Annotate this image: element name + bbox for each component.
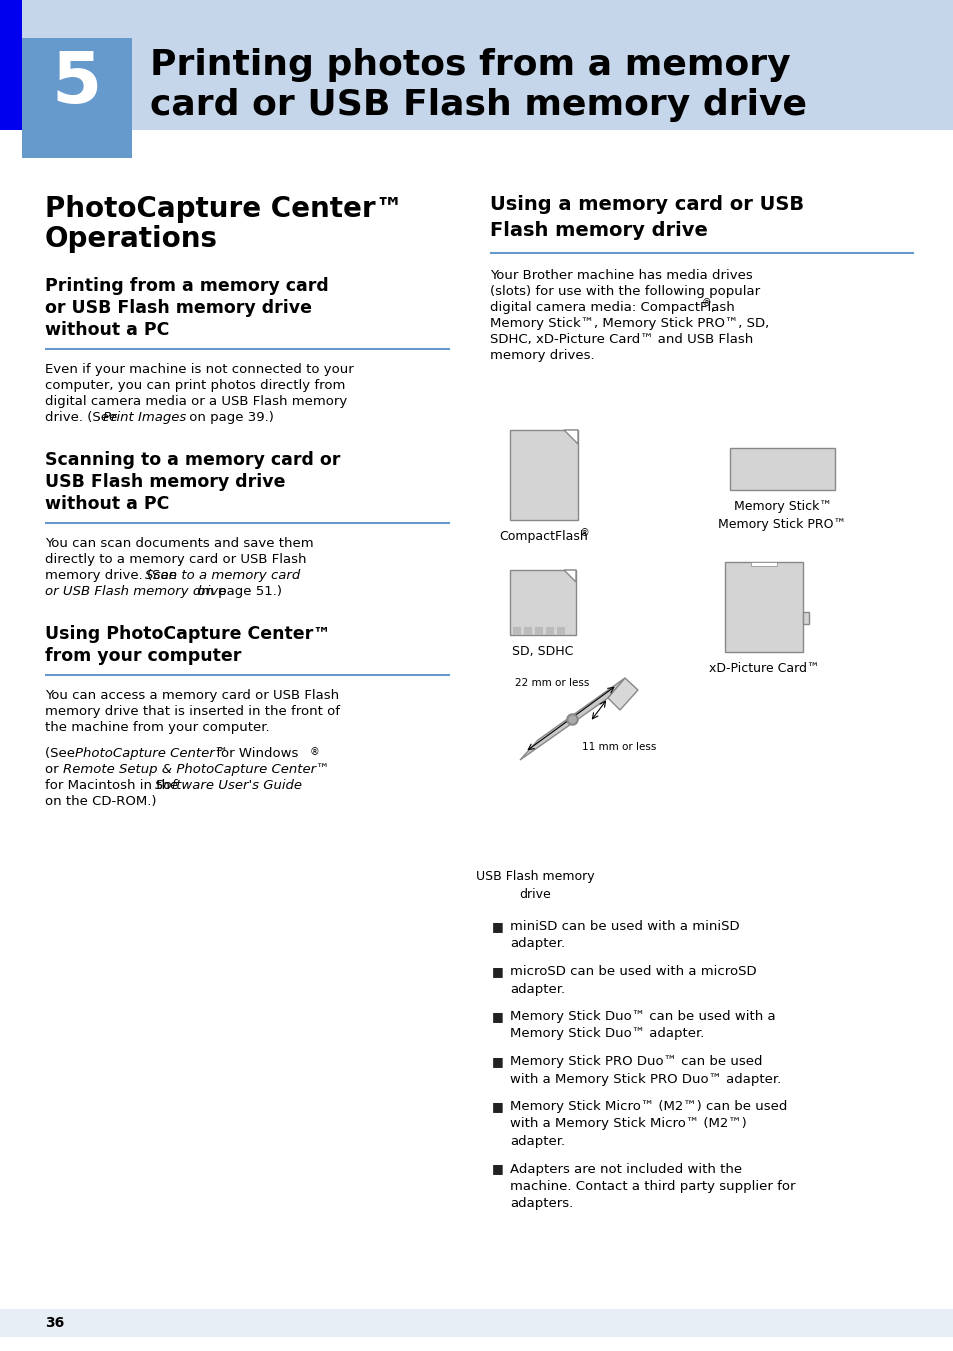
Text: without a PC: without a PC <box>45 322 170 339</box>
Text: ■: ■ <box>492 1162 503 1175</box>
Text: ■: ■ <box>492 1011 503 1023</box>
Text: Your Brother machine has media drives: Your Brother machine has media drives <box>490 269 752 282</box>
Bar <box>724 562 802 653</box>
Text: Memory Stick PRO Duo™ can be used: Memory Stick PRO Duo™ can be used <box>510 1055 761 1069</box>
Bar <box>0 1309 953 1337</box>
Bar <box>22 130 132 158</box>
Text: Operations: Operations <box>45 226 218 253</box>
Bar <box>0 0 953 130</box>
Text: PhotoCapture Center™: PhotoCapture Center™ <box>75 747 228 761</box>
Text: ■: ■ <box>492 965 503 978</box>
Text: 11 mm or less: 11 mm or less <box>581 742 656 753</box>
Polygon shape <box>607 678 638 711</box>
Text: adapter.: adapter. <box>510 938 564 951</box>
Text: drive: drive <box>518 888 550 901</box>
Text: or: or <box>45 763 63 775</box>
Text: ®: ® <box>310 747 319 757</box>
Text: memory drive that is inserted in the front of: memory drive that is inserted in the fro… <box>45 705 339 717</box>
Bar <box>22 38 132 130</box>
Text: adapter.: adapter. <box>510 982 564 996</box>
Text: PhotoCapture Center™: PhotoCapture Center™ <box>45 195 403 223</box>
Text: ,: , <box>709 301 714 313</box>
Bar <box>545 627 554 635</box>
Text: adapter.: adapter. <box>510 1135 564 1148</box>
Bar <box>510 430 578 520</box>
Text: SD, SDHC: SD, SDHC <box>512 644 573 658</box>
Polygon shape <box>563 430 578 444</box>
Bar <box>513 627 520 635</box>
Text: ■: ■ <box>492 1100 503 1113</box>
Text: ®: ® <box>701 299 711 308</box>
Text: Scanning to a memory card or: Scanning to a memory card or <box>45 451 340 469</box>
Text: directly to a memory card or USB Flash: directly to a memory card or USB Flash <box>45 553 306 566</box>
Text: machine. Contact a third party supplier for: machine. Contact a third party supplier … <box>510 1179 795 1193</box>
Text: adapters.: adapters. <box>510 1197 573 1210</box>
Text: ®: ® <box>579 528 589 538</box>
Text: Using PhotoCapture Center™: Using PhotoCapture Center™ <box>45 626 331 643</box>
Text: for Macintosh in the: for Macintosh in the <box>45 780 182 792</box>
Text: digital camera media: CompactFlash: digital camera media: CompactFlash <box>490 301 734 313</box>
Text: Scan to a memory card: Scan to a memory card <box>145 569 300 582</box>
Bar <box>523 627 532 635</box>
Bar <box>510 570 576 635</box>
Text: USB Flash memory: USB Flash memory <box>476 870 594 884</box>
Text: SDHC, xD-Picture Card™ and USB Flash: SDHC, xD-Picture Card™ and USB Flash <box>490 332 753 346</box>
Text: ■: ■ <box>492 1055 503 1069</box>
Text: Adapters are not included with the: Adapters are not included with the <box>510 1162 741 1175</box>
Text: miniSD can be used with a miniSD: miniSD can be used with a miniSD <box>510 920 739 934</box>
Text: Flash memory drive: Flash memory drive <box>490 222 707 240</box>
Text: Memory Stick Duo™ can be used with a: Memory Stick Duo™ can be used with a <box>510 1011 775 1023</box>
Text: on page 39.): on page 39.) <box>185 411 274 424</box>
Text: Memory Stick Micro™ (M2™) can be used: Memory Stick Micro™ (M2™) can be used <box>510 1100 786 1113</box>
Text: with a Memory Stick PRO Duo™ adapter.: with a Memory Stick PRO Duo™ adapter. <box>510 1073 781 1085</box>
Text: 22 mm or less: 22 mm or less <box>515 678 589 688</box>
Text: memory drive. (See: memory drive. (See <box>45 569 181 582</box>
Text: xD-Picture Card™: xD-Picture Card™ <box>708 662 819 676</box>
Text: Using a memory card or USB: Using a memory card or USB <box>490 195 803 213</box>
Bar <box>750 562 776 566</box>
Polygon shape <box>519 678 624 761</box>
Text: with a Memory Stick Micro™ (M2™): with a Memory Stick Micro™ (M2™) <box>510 1117 746 1131</box>
Text: on the CD-ROM.): on the CD-ROM.) <box>45 794 156 808</box>
Text: Printing from a memory card: Printing from a memory card <box>45 277 329 295</box>
Text: Remote Setup & PhotoCapture Center™: Remote Setup & PhotoCapture Center™ <box>63 763 329 775</box>
Text: or USB Flash memory drive: or USB Flash memory drive <box>45 299 312 317</box>
Text: on page 51.): on page 51.) <box>193 585 282 598</box>
Bar <box>802 612 808 624</box>
Text: without a PC: without a PC <box>45 494 170 513</box>
Bar <box>0 0 22 130</box>
Bar <box>535 627 542 635</box>
Text: memory drives.: memory drives. <box>490 349 594 362</box>
Text: CompactFlash: CompactFlash <box>499 530 588 543</box>
Text: microSD can be used with a microSD: microSD can be used with a microSD <box>510 965 756 978</box>
Text: computer, you can print photos directly from: computer, you can print photos directly … <box>45 380 345 392</box>
Text: the machine from your computer.: the machine from your computer. <box>45 721 270 734</box>
Text: or USB Flash memory drive: or USB Flash memory drive <box>45 585 226 598</box>
Bar <box>557 627 564 635</box>
Text: 36: 36 <box>45 1316 64 1329</box>
Text: (slots) for use with the following popular: (slots) for use with the following popul… <box>490 285 760 299</box>
Bar <box>729 449 834 490</box>
Text: You can scan documents and save them: You can scan documents and save them <box>45 536 314 550</box>
Text: ■: ■ <box>492 920 503 934</box>
Text: digital camera media or a USB Flash memory: digital camera media or a USB Flash memo… <box>45 394 347 408</box>
Text: Even if your machine is not connected to your: Even if your machine is not connected to… <box>45 363 354 376</box>
Text: Memory Stick Duo™ adapter.: Memory Stick Duo™ adapter. <box>510 1028 703 1040</box>
Text: card or USB Flash memory drive: card or USB Flash memory drive <box>150 88 806 122</box>
Text: drive. (See: drive. (See <box>45 411 121 424</box>
Text: (See: (See <box>45 747 79 761</box>
Text: from your computer: from your computer <box>45 647 241 665</box>
Text: Memory Stick PRO™: Memory Stick PRO™ <box>718 517 845 531</box>
Text: Printing photos from a memory: Printing photos from a memory <box>150 49 790 82</box>
Text: Memory Stick™: Memory Stick™ <box>733 500 831 513</box>
Text: 5: 5 <box>51 50 102 119</box>
Text: for Windows: for Windows <box>212 747 298 761</box>
Text: Print Images: Print Images <box>103 411 186 424</box>
Text: Memory Stick™, Memory Stick PRO™, SD,: Memory Stick™, Memory Stick PRO™, SD, <box>490 317 768 330</box>
Text: Software User's Guide: Software User's Guide <box>154 780 302 792</box>
Text: You can access a memory card or USB Flash: You can access a memory card or USB Flas… <box>45 689 338 703</box>
Text: USB Flash memory drive: USB Flash memory drive <box>45 473 285 490</box>
Polygon shape <box>563 570 576 582</box>
